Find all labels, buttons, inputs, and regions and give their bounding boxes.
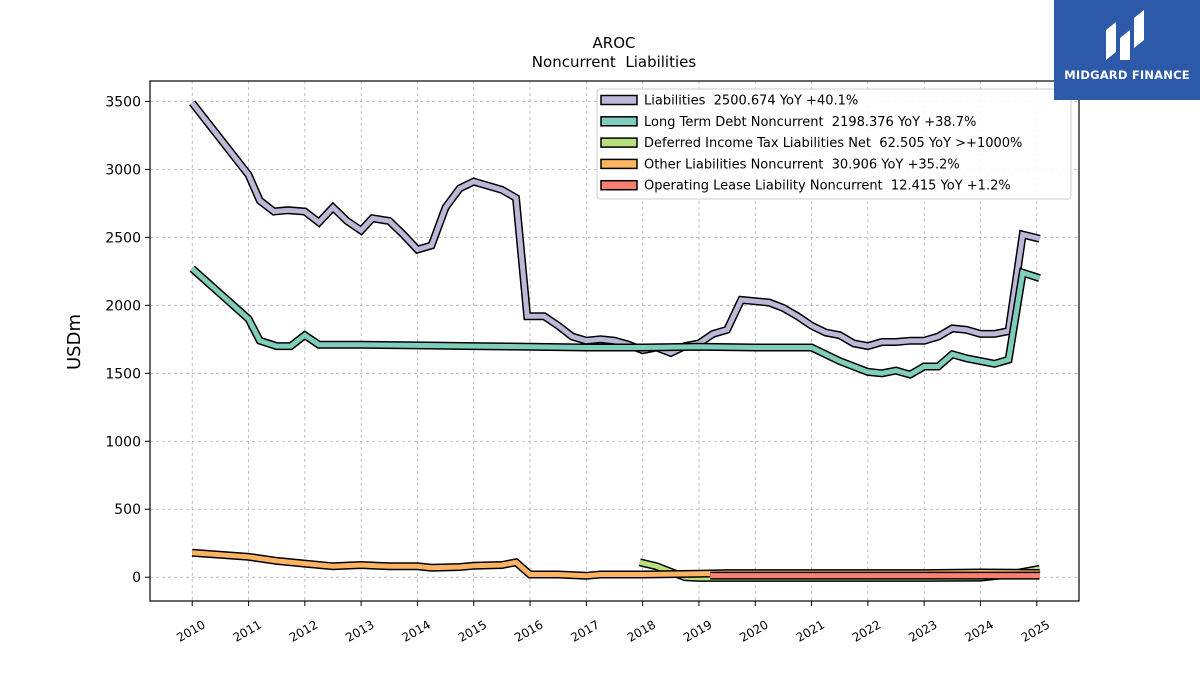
y-tick-label: 0 bbox=[132, 570, 141, 586]
legend-label: Deferred Income Tax Liabilities Net 62.5… bbox=[644, 136, 1022, 151]
midgard-logo-icon bbox=[1106, 10, 1144, 60]
y-axis-label: USDm bbox=[64, 314, 85, 370]
x-tick-label: 2013 bbox=[343, 617, 376, 644]
chart-title: AROC bbox=[593, 34, 636, 52]
x-tick-label: 2010 bbox=[174, 617, 207, 644]
chart-subtitle: Noncurrent Liabilities bbox=[532, 53, 697, 71]
x-tick-label: 2015 bbox=[456, 617, 489, 644]
legend-swatch bbox=[600, 116, 638, 127]
x-tick-label: 2024 bbox=[963, 617, 996, 644]
legend-swatch bbox=[600, 137, 638, 148]
x-tick-label: 2019 bbox=[681, 617, 714, 644]
x-tick-label: 2014 bbox=[399, 617, 432, 644]
y-tick-label: 3000 bbox=[105, 162, 141, 178]
legend-swatch bbox=[600, 94, 638, 106]
x-tick-label: 2017 bbox=[568, 617, 601, 644]
y-tick-label: 1000 bbox=[105, 434, 141, 450]
x-tick-label: 2011 bbox=[231, 617, 264, 644]
legend: Liabilities 2500.674 YoY +40.1% Long Term… bbox=[596, 88, 1072, 200]
legend-box bbox=[596, 88, 1072, 200]
legend-swatch bbox=[600, 158, 638, 170]
x-tick-label: 2023 bbox=[906, 617, 939, 644]
x-tick-label: 2020 bbox=[737, 617, 770, 644]
y-tick-label: 500 bbox=[114, 502, 141, 518]
x-tick-label: 2018 bbox=[625, 617, 658, 644]
y-tick-label: 2000 bbox=[105, 298, 141, 314]
plot-frame bbox=[149, 80, 1080, 602]
legend-label: Liabilities 2500.674 YoY +40.1% bbox=[644, 94, 858, 109]
series-outline bbox=[189, 265, 1041, 379]
legend-label: Long Term Debt Noncurrent 2198.376 YoY +… bbox=[644, 115, 976, 130]
brand-logo: MIDGARD FINANCE bbox=[1054, 0, 1200, 100]
brand-name: MIDGARD FINANCE bbox=[1064, 68, 1190, 82]
x-tick-label: 2021 bbox=[794, 617, 827, 644]
x-tick-label: 2012 bbox=[287, 617, 320, 644]
series-line bbox=[190, 266, 1041, 378]
legend-label: Other Liabilities Noncurrent 30.906 YoY … bbox=[644, 157, 960, 172]
x-tick-label: 2022 bbox=[850, 617, 883, 644]
x-tick-label: 2025 bbox=[1019, 617, 1052, 644]
legend-label: Operating Lease Liability Noncurrent 12.… bbox=[644, 179, 1011, 194]
x-tick-label: 2016 bbox=[512, 617, 545, 644]
legend-swatch bbox=[600, 179, 638, 191]
y-tick-label: 3500 bbox=[105, 94, 141, 110]
y-tick-label: 1500 bbox=[105, 366, 141, 382]
y-tick-label: 2500 bbox=[105, 230, 141, 246]
series-lines bbox=[189, 100, 1041, 582]
